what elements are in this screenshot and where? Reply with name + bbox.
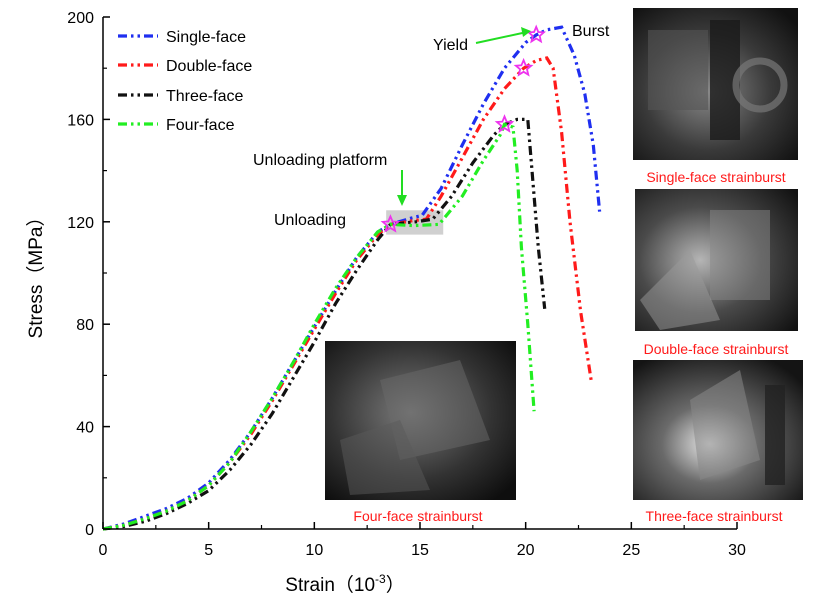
yield-star-marker [513,57,534,77]
y-tick-label: 80 [76,317,94,334]
legend-double-face: Double-face [166,58,252,75]
series-line-three-face [102,117,547,531]
y-tick-label: 40 [76,420,94,437]
platform-arrowhead [397,195,407,206]
photo-single-face [633,8,798,160]
yield-arrow [475,31,528,44]
yield-star-marker [380,214,401,233]
annotation-unloading-platform: Unloading platform [253,152,387,169]
annotation-unloading: Unloading [274,212,346,229]
series-line-four-face [102,122,536,531]
caption-double-face: Double-face strainburst [644,341,789,357]
y-tick-label: 160 [67,112,94,129]
photo-four-face [325,341,516,500]
x-tick-label: 0 [99,542,108,559]
yield-star-marker [526,24,547,44]
legend: Single-face Double-face Three-face Four-… [118,29,252,134]
x-tick-label: 15 [411,542,429,559]
caption-single-face: Single-face strainburst [646,169,785,185]
marker-layer [380,24,547,233]
photo-three-face [633,360,803,500]
y-tick-label: 120 [67,215,94,232]
y-axis-label: Stress（MPa） [25,208,47,339]
legend-single-face: Single-face [166,29,246,46]
axes: 0 5 10 15 20 25 30 0 40 80 120 160 200 [67,10,746,559]
photo-double-face [635,189,798,331]
x-tick-label: 5 [204,542,213,559]
yield-star-marker [494,114,515,133]
series-line-single-face [102,25,602,531]
caption-four-face: Four-face strainburst [353,508,482,524]
annotation-burst: Burst [572,23,610,40]
x-tick-label: 25 [622,542,640,559]
x-tick-label: 30 [728,542,746,559]
legend-three-face: Three-face [166,88,243,105]
y-tick-label: 0 [85,522,94,539]
y-tick-label: 200 [67,10,94,27]
yield-arrowhead [521,27,531,37]
x-axis-label: Strain（10-3） [285,572,404,596]
series-layer [102,25,602,531]
annotation-yield: Yield [433,37,468,54]
caption-three-face: Three-face strainburst [646,508,783,524]
x-tick-label: 20 [517,542,535,559]
legend-four-face: Four-face [166,117,235,134]
x-tick-label: 10 [305,542,323,559]
